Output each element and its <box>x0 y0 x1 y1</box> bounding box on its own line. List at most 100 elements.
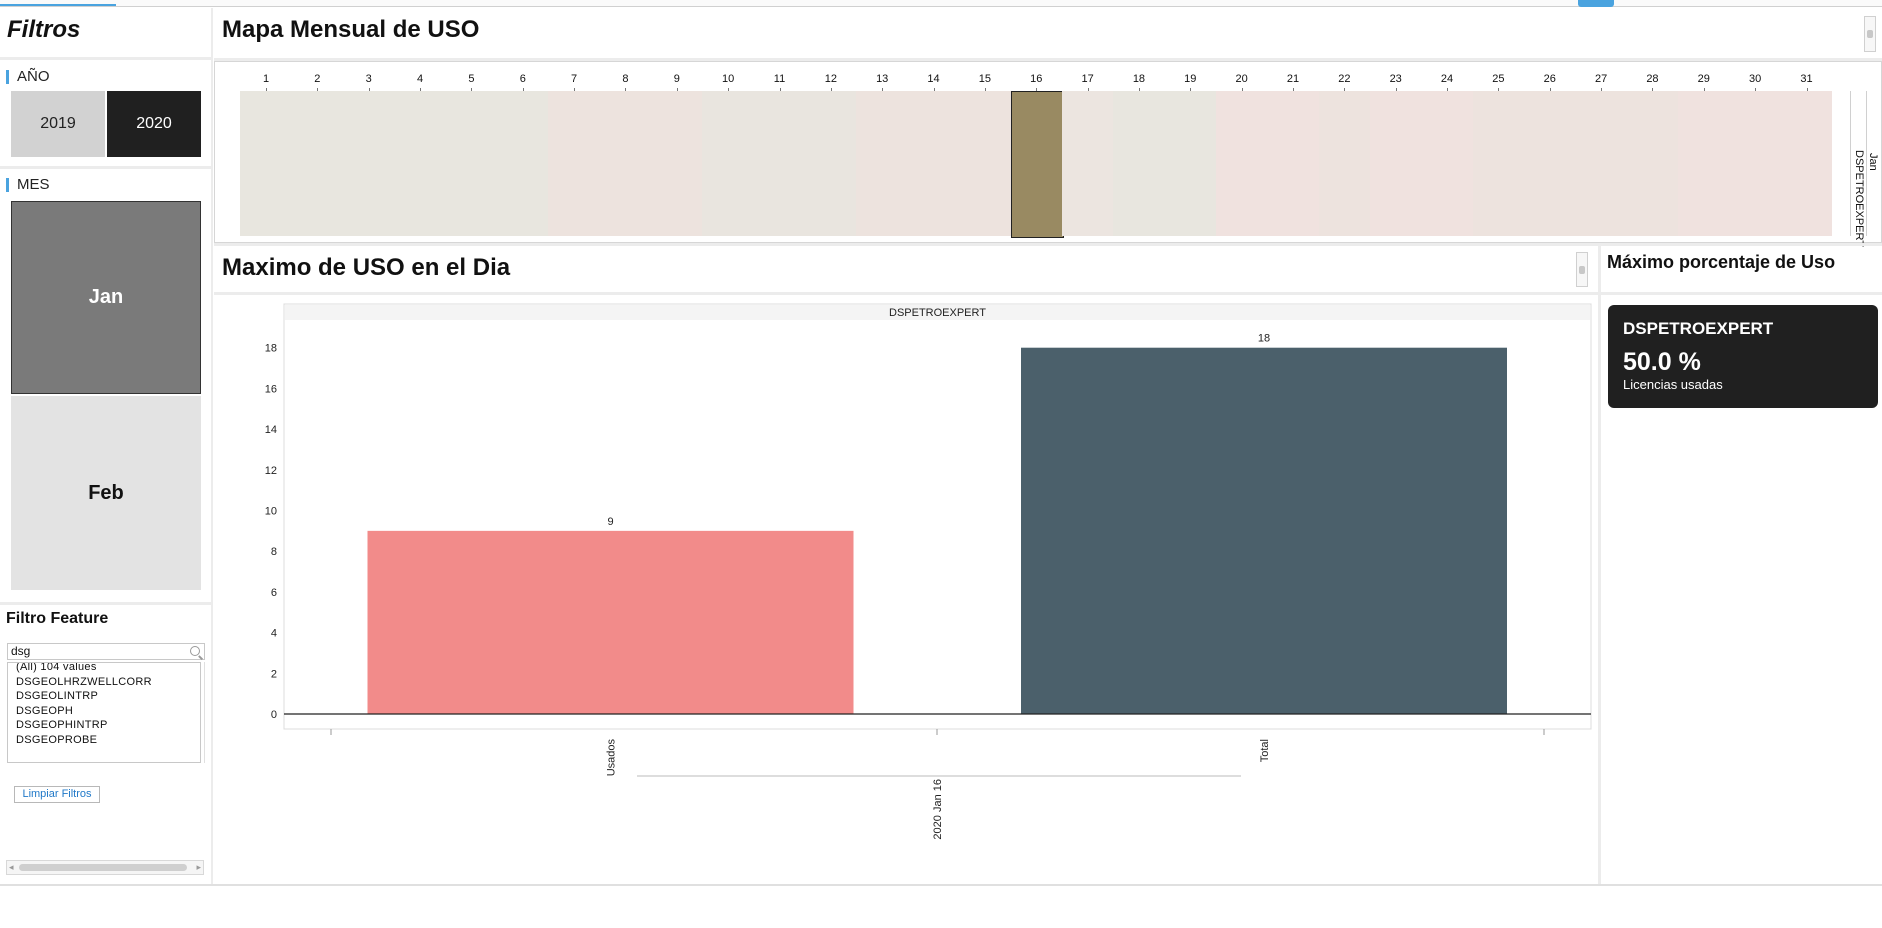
scroll-thumb[interactable] <box>1867 30 1873 38</box>
y-tick-label: 8 <box>271 546 277 558</box>
heatmap-cell-day-21[interactable] <box>1267 91 1319 236</box>
year-label: 2019 <box>40 115 76 132</box>
kpi-percent: 50.0 % <box>1623 348 1701 376</box>
day-label: 11 <box>773 73 786 85</box>
heatmap-cell-day-26[interactable] <box>1524 91 1576 236</box>
day-label: 6 <box>519 73 526 85</box>
heatmap-cell-day-6[interactable] <box>497 91 549 236</box>
list-item[interactable]: DSGEOLINTRP <box>16 690 99 702</box>
day-tick <box>933 88 935 92</box>
heatmap-cell-day-22[interactable] <box>1318 91 1371 236</box>
heatmap-cell-day-5[interactable] <box>445 91 498 236</box>
heatmap-cell-day-13[interactable] <box>856 91 908 236</box>
heatmap-cell-day-8[interactable] <box>599 91 652 236</box>
day-tick <box>1652 88 1654 92</box>
listbox-scrollbar[interactable] <box>201 662 205 763</box>
day-tick <box>779 88 781 92</box>
day-label: 3 <box>365 73 372 85</box>
day-tick <box>1806 88 1808 92</box>
bar-value-label: 18 <box>1258 333 1270 345</box>
heatmap-cell-day-1[interactable] <box>240 91 292 236</box>
month-button-feb[interactable]: Feb <box>11 396 201 590</box>
month-filter-label: MES <box>6 177 50 192</box>
heatmap-cell-day-7[interactable] <box>548 91 600 236</box>
day-tick <box>1036 88 1038 92</box>
heatmap-cell-day-30[interactable] <box>1729 91 1781 236</box>
scroll-left-arrow-icon[interactable]: ◂ <box>9 862 14 872</box>
divider <box>0 57 212 60</box>
heatmap-cell-day-20[interactable] <box>1215 91 1268 236</box>
heatmap-cell-day-18[interactable] <box>1113 91 1165 236</box>
feature-filter-title: Filtro Feature <box>6 610 109 627</box>
y-tick-label: 0 <box>271 709 277 721</box>
heatmap-cell-day-15[interactable] <box>959 91 1011 236</box>
year-label: 2020 <box>136 115 172 132</box>
scroll-thumb[interactable] <box>1579 266 1585 274</box>
heatmap-cell-day-25[interactable] <box>1472 91 1525 236</box>
month-label: Feb <box>88 481 124 504</box>
heatmap-cell-day-2[interactable] <box>291 91 344 236</box>
heatmap-cell-day-11[interactable] <box>753 91 806 236</box>
feature-listbox[interactable]: (All) 104 values DSGEOLHRZWELLCORR DSGEOLI… <box>7 662 201 763</box>
clear-filters-button[interactable]: Limpiar Filtros <box>14 786 100 803</box>
list-item[interactable]: DSGEOLHRZWELLCORR <box>16 675 152 688</box>
day-label: 4 <box>416 73 424 85</box>
left-panel-hscrollbar[interactable]: ◂ ▸ <box>6 860 204 875</box>
heatmap-cell-day-28[interactable] <box>1626 91 1679 236</box>
panel-header <box>285 305 1590 320</box>
day-tick <box>1601 88 1603 92</box>
x-group-label: 2020 Jan 16 <box>932 779 944 840</box>
y-tick-label: 10 <box>265 506 277 518</box>
divider <box>214 243 1882 246</box>
month-button-jan[interactable]: Jan <box>11 201 201 394</box>
top-right-button[interactable] <box>1578 0 1614 7</box>
search-icon[interactable] <box>190 646 200 656</box>
list-item[interactable]: DSGEOPHINTRP <box>16 719 108 731</box>
day-label: 15 <box>978 73 992 85</box>
list-item-all[interactable]: (All) 104 values <box>16 662 97 673</box>
heatmap-cell-day-16[interactable] <box>1010 91 1064 238</box>
heatmap-cell-day-3[interactable] <box>342 91 395 236</box>
list-item[interactable]: DSGEOPROBE <box>16 733 98 746</box>
day-label: 1 <box>262 73 270 85</box>
kpi-card[interactable]: DSPETROEXPERT 50.0 % Licencias usadas <box>1608 305 1878 408</box>
heatmap-cell-day-4[interactable] <box>394 91 446 236</box>
feature-search-input[interactable]: dsg <box>7 643 205 660</box>
year-filter-label: AÑO <box>6 69 50 84</box>
heatmap-cell-day-27[interactable] <box>1575 91 1627 236</box>
scrollbar-thumb[interactable] <box>19 864 187 871</box>
divider <box>0 602 212 605</box>
divider <box>1598 246 1601 884</box>
day-tick <box>882 88 884 92</box>
heatmap-cell-day-17[interactable] <box>1061 91 1114 236</box>
filters-title: Filtros <box>7 16 81 43</box>
year-button-2019[interactable]: 2019 <box>11 91 105 157</box>
scroll-right-arrow-icon[interactable]: ▸ <box>196 862 201 872</box>
divider <box>214 58 1882 61</box>
heatmap-cell-day-31[interactable] <box>1780 91 1833 236</box>
day-tick <box>1241 88 1243 92</box>
year-button-2020[interactable]: 2020 <box>107 91 201 157</box>
list-item[interactable]: DSGEOPH <box>16 704 74 717</box>
map-title-scroll[interactable] <box>1864 16 1876 52</box>
day-tick <box>1549 88 1551 92</box>
heatmap-cell-day-24[interactable] <box>1421 91 1473 236</box>
max-title-scroll[interactable] <box>1576 252 1588 287</box>
day-tick <box>984 88 986 92</box>
day-tick <box>830 88 832 92</box>
heatmap-cell-day-23[interactable] <box>1369 91 1422 236</box>
y-tick-label: 14 <box>265 424 277 436</box>
heatmap-cell-day-29[interactable] <box>1678 91 1730 236</box>
active-tab-indicator[interactable] <box>0 4 116 6</box>
bar-usados <box>367 530 854 714</box>
heatmap-cell-day-10[interactable] <box>702 91 754 236</box>
heatmap-cell-day-19[interactable] <box>1164 91 1217 236</box>
row-label-divider <box>1866 91 1867 236</box>
day-label: 2 <box>314 73 321 85</box>
day-label: 21 <box>1286 73 1300 85</box>
day-label: 28 <box>1646 73 1659 85</box>
heatmap-cell-day-9[interactable] <box>651 91 703 236</box>
heatmap-cell-day-14[interactable] <box>907 91 960 236</box>
day-label: 27 <box>1594 73 1608 85</box>
heatmap-cell-day-12[interactable] <box>805 91 857 236</box>
